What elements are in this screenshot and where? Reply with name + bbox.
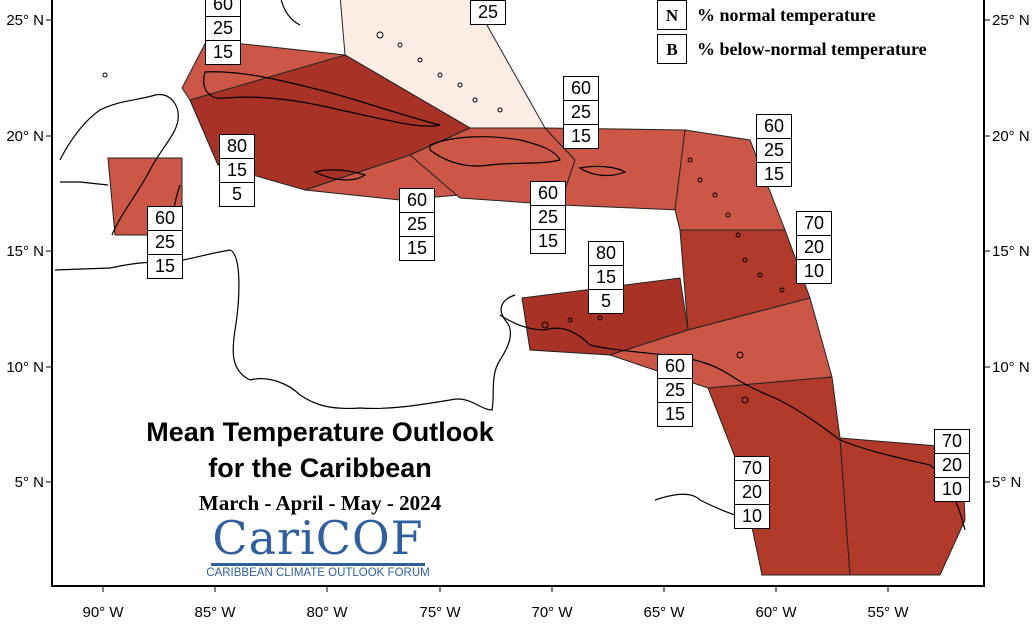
above-normal-percent: 70: [797, 212, 831, 236]
y-axis-ticks-right: 25° N 20° N 15° N 10° N 5° N: [984, 12, 1030, 491]
normal-percent: 25: [531, 206, 565, 230]
small-islands: [102, 31, 785, 404]
y-tick-label: 20° N: [992, 128, 1030, 145]
x-tick-label: 55° W: [867, 604, 909, 621]
x-tick-label: 85° W: [194, 604, 236, 621]
below-normal-percent: 15: [406, 238, 428, 258]
y-tick-label: 10° N: [992, 359, 1030, 376]
x-tick-label: 70° W: [531, 604, 573, 621]
above-normal-percent: 60: [658, 355, 692, 379]
normal-percent: 25: [148, 231, 182, 255]
y-axis-ticks-left: 25° N 20° N 15° N 10° N 5° N: [6, 12, 52, 491]
above-normal-percent: 60: [757, 115, 791, 139]
logo-tagline: CARIBBEAN CLIMATE OUTLOOK FORUM: [206, 567, 430, 579]
below-normal-percent: 10: [803, 261, 825, 281]
normal-percent: 15: [220, 159, 254, 183]
x-axis-ticks: 90° W 85° W 80° W 75° W 70° W 65° W 60° W 55° W: [82, 586, 909, 621]
above-normal-percent: 80: [589, 242, 623, 266]
logo-divider: [211, 563, 425, 566]
map-title-line2: for the Caribbean: [208, 453, 432, 483]
map-title: Mean Temperature Outlook: [146, 417, 494, 447]
above-normal-percent: 60: [564, 77, 598, 101]
normal-percent: 35: [471, 0, 505, 1]
normal-percent: 20: [735, 481, 769, 505]
caricof-logo: CariCOF CARIBBEAN CLIMATE OUTLOOK FORUM: [203, 512, 433, 582]
below-normal-percent: 25: [477, 2, 499, 22]
below-normal-percent: 15: [763, 164, 785, 184]
above-normal-percent: 60: [531, 182, 565, 206]
forecast-regions: [107, 0, 966, 576]
probability-box: 60 25 15: [563, 76, 599, 149]
below-normal-percent: 5: [600, 291, 611, 311]
x-tick-label: 60° W: [755, 604, 797, 621]
normal-percent: 20: [797, 236, 831, 260]
above-normal-percent: 60: [400, 189, 434, 213]
legend-row-below: B % below-normal temperature: [657, 34, 927, 64]
normal-percent: 25: [400, 213, 434, 237]
legend-label-normal: % normal temperature: [697, 4, 876, 25]
x-tick-label: 90° W: [82, 604, 124, 621]
normal-percent: 25: [757, 139, 791, 163]
y-tick-label: 25° N: [992, 12, 1030, 29]
above-normal-percent: 60: [148, 207, 182, 231]
legend-label-below: % below-normal temperature: [697, 38, 927, 59]
legend-row-normal: N % normal temperature: [657, 0, 876, 30]
above-normal-percent: 60: [206, 0, 240, 17]
probability-box: 60 25 15: [205, 0, 241, 65]
probability-box: 60 25 15: [399, 188, 435, 261]
above-normal-percent: 70: [735, 457, 769, 481]
below-normal-percent: 5: [231, 184, 242, 204]
below-normal-percent: 10: [741, 506, 763, 526]
y-tick-label: 5° N: [15, 474, 44, 491]
y-tick-label: 10° N: [6, 359, 44, 376]
y-tick-label: 15° N: [6, 243, 44, 260]
probability-box: 70 20 10: [934, 429, 970, 502]
below-normal-percent: 15: [664, 404, 686, 424]
probability-box: 70 20 10: [796, 211, 832, 284]
below-normal-percent: 15: [537, 231, 559, 251]
probability-box: 70 20 10: [734, 456, 770, 529]
x-tick-label: 75° W: [419, 604, 461, 621]
normal-percent: 20: [935, 454, 969, 478]
below-normal-percent: 10: [941, 479, 963, 499]
normal-percent: 25: [658, 379, 692, 403]
probability-box: 60 25 15: [147, 206, 183, 279]
below-normal-percent: 15: [570, 126, 592, 146]
probability-box: 3525: [470, 0, 506, 25]
legend-key-below: B: [657, 34, 687, 64]
legend-key-normal: N: [657, 0, 687, 30]
below-normal-percent: 15: [154, 256, 176, 276]
probability-box: 80 15 5: [219, 134, 255, 207]
normal-percent: 15: [589, 266, 623, 290]
above-normal-percent: 70: [935, 430, 969, 454]
probability-box: 60 25 15: [530, 181, 566, 254]
period-subtitle: March - April - May - 2024: [198, 491, 442, 515]
probability-box: 60 25 15: [657, 354, 693, 427]
above-normal-percent: 80: [220, 135, 254, 159]
normal-percent: 25: [564, 101, 598, 125]
logo-wordmark: CariCOF: [212, 511, 424, 565]
y-tick-label: 15° N: [992, 243, 1030, 260]
probability-box: 60 25 15: [756, 114, 792, 187]
below-normal-percent: 15: [212, 42, 234, 62]
normal-percent: 25: [206, 17, 240, 41]
x-tick-label: 80° W: [306, 604, 348, 621]
y-tick-label: 5° N: [992, 474, 1021, 491]
y-tick-label: 25° N: [6, 12, 44, 29]
probability-box: 80 15 5: [588, 241, 624, 314]
y-tick-label: 20° N: [6, 128, 44, 145]
x-tick-label: 65° W: [643, 604, 685, 621]
